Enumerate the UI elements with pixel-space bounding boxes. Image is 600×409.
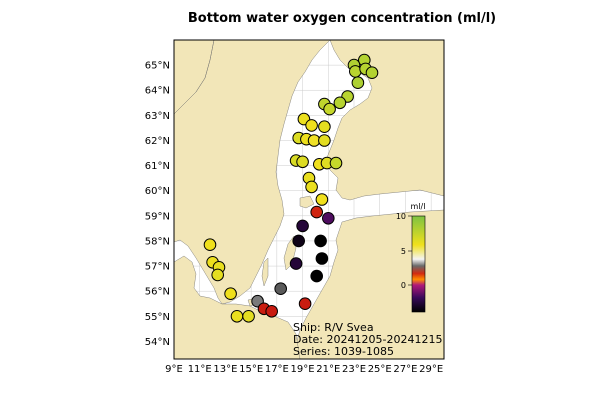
lon-tick-label: 27°E xyxy=(393,364,417,375)
lat-tick-label: 55°N xyxy=(145,312,170,323)
station-marker xyxy=(265,305,279,318)
lon-tick-label: 9°E xyxy=(165,364,183,375)
map-frame xyxy=(173,39,445,360)
info-ship: Ship: R/V Svea xyxy=(293,321,374,334)
colorbar: ml/l 10 5 0 xyxy=(396,202,426,313)
station-marker xyxy=(333,96,347,110)
longitude-axis: 9°E 11°E 13°E 15°E 17°E 19°E 21°E 23°E 25°E 27°E 2… xyxy=(165,364,443,375)
station-marker xyxy=(230,310,244,323)
station-marker xyxy=(315,193,329,206)
station-marker xyxy=(349,65,362,78)
map-area xyxy=(174,40,444,359)
station-marker xyxy=(318,120,331,133)
lon-tick-label: 15°E xyxy=(239,364,263,375)
colorbar-tick-10: 10 xyxy=(396,212,406,221)
station-marker xyxy=(305,180,318,194)
station-marker xyxy=(315,252,329,265)
lat-tick-label: 60°N xyxy=(145,186,170,197)
colorbar-tick-5: 5 xyxy=(401,247,406,256)
station-marker xyxy=(211,268,224,282)
latitude-axis: 54°N 55°N 56°N 57°N 58°N 59°N 60°N 61°N 62°N 63°N… xyxy=(145,61,170,348)
info-series: Series: 1039-1085 xyxy=(293,345,394,358)
land-finland-russia xyxy=(325,40,444,201)
station-marker xyxy=(296,219,309,233)
lon-tick-label: 23°E xyxy=(342,364,366,375)
station-marker xyxy=(296,155,309,169)
land-baltic-states xyxy=(295,209,444,359)
lat-tick-label: 65°N xyxy=(145,61,170,72)
lon-tick-label: 21°E xyxy=(316,364,340,375)
lon-tick-label: 17°E xyxy=(265,364,289,375)
lon-tick-label: 29°E xyxy=(419,364,443,375)
station-marker xyxy=(318,134,331,147)
station-marker xyxy=(310,269,324,283)
station-marker xyxy=(242,310,255,323)
lat-tick-label: 64°N xyxy=(145,86,170,97)
station-marker xyxy=(310,205,324,219)
station-marker xyxy=(314,234,327,248)
lon-tick-label: 19°E xyxy=(291,364,315,375)
colorbar-tick-0: 0 xyxy=(401,281,406,290)
station-marker xyxy=(305,119,318,132)
station-marker xyxy=(351,76,365,89)
info-date: Date: 20241205-20241215 xyxy=(293,333,442,346)
station-marker xyxy=(329,156,343,170)
chart-title: Bottom water oxygen concentration (ml/l) xyxy=(188,11,496,26)
lat-tick-label: 56°N xyxy=(145,287,170,298)
lat-tick-label: 62°N xyxy=(145,136,170,147)
lat-tick-label: 63°N xyxy=(145,111,170,122)
station-marker xyxy=(292,234,306,248)
station-marker xyxy=(298,297,312,311)
lat-tick-label: 61°N xyxy=(145,161,170,172)
station-marker xyxy=(322,212,335,225)
station-marker xyxy=(289,257,303,270)
station-marker xyxy=(365,66,379,79)
station-marker xyxy=(323,102,336,116)
lat-tick-label: 58°N xyxy=(145,236,170,247)
station-marker xyxy=(224,287,237,301)
lat-tick-label: 59°N xyxy=(145,211,170,222)
land-aland xyxy=(299,195,315,209)
colorbar-label: ml/l xyxy=(411,202,426,211)
lat-tick-label: 54°N xyxy=(145,337,170,348)
land-scandinavia xyxy=(174,40,331,305)
station-marker xyxy=(274,282,288,296)
lon-tick-label: 11°E xyxy=(188,364,212,375)
station-marker xyxy=(203,238,217,251)
land-denmark-germany xyxy=(174,255,301,359)
land-oland xyxy=(261,257,269,287)
station-markers xyxy=(203,53,379,323)
lon-tick-label: 25°E xyxy=(368,364,392,375)
lat-tick-label: 57°N xyxy=(145,262,170,273)
lon-tick-label: 13°E xyxy=(213,364,237,375)
colorbar-gradient xyxy=(411,215,426,313)
